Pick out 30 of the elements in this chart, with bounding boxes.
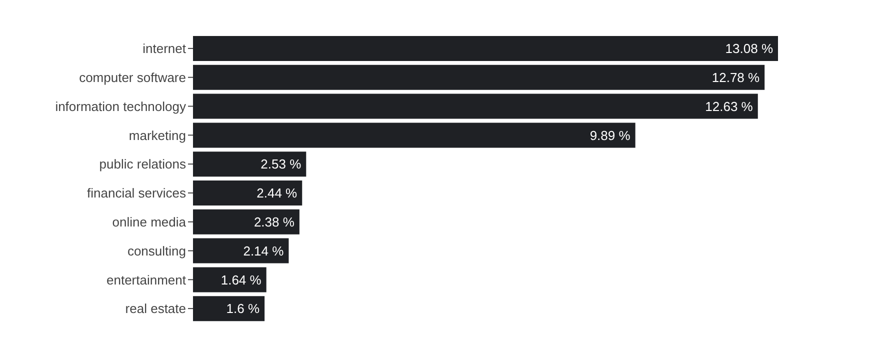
bar	[193, 94, 758, 119]
bar	[193, 152, 306, 177]
data-label: 1.6 %	[226, 301, 260, 316]
data-label: 13.08 %	[725, 41, 774, 56]
data-label: 1.64 %	[220, 272, 262, 288]
bar	[193, 122, 636, 148]
data-label: 2.44 %	[256, 186, 298, 201]
y-tick-label: information technology	[55, 98, 186, 114]
data-label: 12.78 %	[712, 70, 760, 86]
bar	[193, 238, 289, 264]
y-tick-label: internet	[142, 41, 186, 56]
y-tick-label: financial services	[87, 186, 186, 201]
y-tick-label: consulting	[127, 243, 186, 258]
y-tick-label: online media	[112, 214, 187, 230]
y-tick-label: marketing	[128, 128, 186, 143]
data-label: 12.63 %	[705, 98, 754, 114]
bar	[193, 180, 302, 206]
y-tick-label: real estate	[125, 301, 186, 316]
y-tick-label: computer software	[79, 70, 186, 85]
bar	[193, 64, 765, 90]
y-tick-label: public relations	[99, 156, 186, 172]
data-label: 2.53 %	[260, 156, 302, 172]
data-label: 9.89 %	[590, 128, 631, 143]
bar	[193, 209, 300, 234]
data-label: 2.14 %	[243, 243, 284, 258]
bar	[193, 267, 266, 292]
bar	[193, 296, 265, 322]
bar	[193, 36, 778, 61]
y-tick-label: entertainment	[106, 272, 186, 288]
data-label: 2.38 %	[254, 214, 295, 230]
